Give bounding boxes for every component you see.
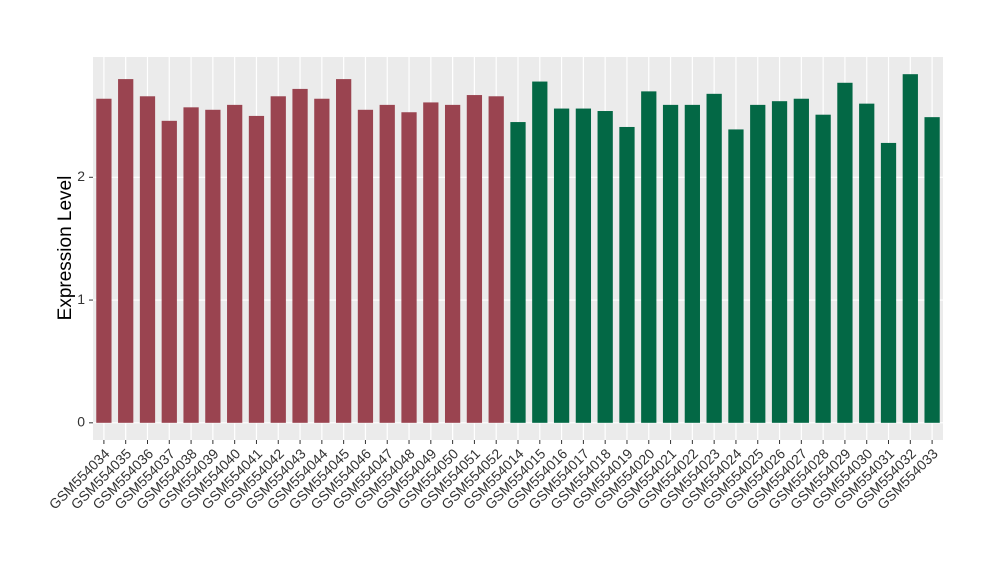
bar: [270, 96, 286, 423]
bar: [292, 88, 308, 423]
bar: [728, 129, 744, 423]
bar: [859, 103, 875, 423]
bar: [706, 93, 722, 423]
bar: [423, 102, 439, 423]
bar: [815, 114, 831, 423]
y-tick-label: 0: [77, 414, 85, 430]
bar: [750, 104, 766, 423]
bar: [597, 111, 613, 423]
bar: [466, 95, 483, 423]
bar: [118, 79, 134, 423]
bar: [924, 117, 940, 423]
y-tick-label: 2: [77, 168, 85, 184]
bar: [314, 98, 330, 423]
bar: [902, 74, 918, 423]
bar: [575, 108, 592, 423]
bar: [532, 81, 548, 423]
bar: [183, 107, 199, 423]
bar: [401, 112, 417, 423]
bar: [684, 104, 700, 423]
bar: [139, 96, 156, 423]
y-tick-label: 1: [77, 291, 85, 307]
bar: [205, 109, 221, 423]
bar: [248, 115, 265, 423]
bar: [444, 104, 461, 423]
bar: [510, 122, 526, 423]
bar: [553, 108, 570, 423]
bar: [771, 101, 788, 423]
y-axis-label: Expression Level: [55, 176, 76, 321]
bar: [96, 98, 112, 423]
bar: [227, 104, 243, 423]
bar: [336, 79, 352, 423]
bar: [793, 98, 809, 423]
bar: [379, 104, 395, 423]
bar: [488, 96, 504, 423]
bar: [161, 120, 177, 423]
bar: [357, 109, 374, 423]
bar: [619, 126, 635, 423]
bar: [662, 104, 679, 423]
bar: [880, 142, 897, 423]
bar: [837, 82, 853, 423]
bar: [641, 91, 657, 423]
